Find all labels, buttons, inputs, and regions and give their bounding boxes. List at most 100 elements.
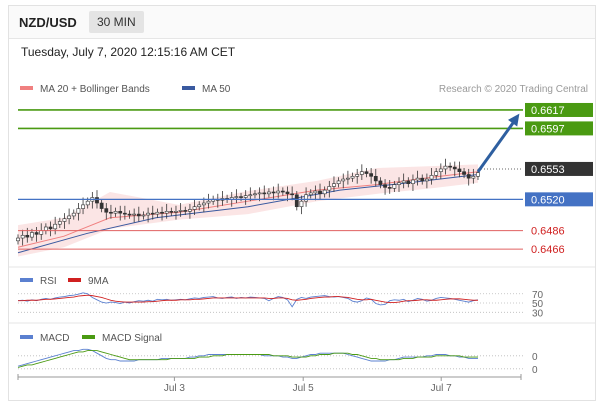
candle-body — [99, 202, 104, 209]
candle-body — [285, 191, 290, 195]
candle-body — [448, 165, 453, 168]
candle-body — [257, 192, 262, 195]
price-panel: MA 20 + Bollinger Bands MA 50 Research © 2… — [9, 84, 595, 268]
macd-legend-label-0: MACD — [40, 333, 69, 344]
x-tick-label-2: Jul 7 — [431, 383, 453, 394]
macd-legend-label-1: MACD Signal — [102, 333, 162, 344]
x-axis: Jul 3 Jul 5 Jul 7 — [17, 374, 522, 394]
candle-body — [271, 191, 276, 194]
candle-body — [308, 192, 313, 196]
candle-body — [53, 223, 58, 230]
forecast-arrow-shaft — [476, 118, 517, 173]
candle-body — [415, 177, 420, 181]
candle-body — [136, 213, 141, 217]
rsi-ma-line — [18, 294, 478, 304]
resistance-label-1: 0.6597 — [531, 123, 565, 135]
candle-body — [178, 210, 183, 212]
candle-body — [369, 173, 374, 177]
candle-body — [364, 171, 369, 174]
candle-body — [201, 202, 206, 206]
legend-label-1: MA 50 — [202, 84, 231, 95]
candle-body — [383, 184, 387, 188]
pivot-tag — [525, 192, 593, 207]
candle-body — [267, 191, 271, 195]
candle-body — [341, 178, 346, 182]
candle-body — [160, 211, 164, 214]
candle-body — [243, 195, 248, 198]
currency-pair-title: NZD/USD — [19, 15, 77, 30]
candle-body — [76, 208, 81, 214]
candle-body — [420, 177, 425, 182]
candle-body — [169, 211, 174, 213]
rsi-level-label-1: 50 — [532, 299, 544, 310]
candle-body — [332, 183, 336, 187]
x-tick-label-0: Jul 3 — [164, 383, 186, 394]
candle-body — [294, 194, 299, 208]
candle-body — [155, 211, 160, 215]
candle-body — [276, 190, 281, 194]
candle-body — [234, 196, 239, 198]
chart-credit: Research © 2020 Trading Central — [439, 84, 588, 95]
candle-body — [81, 204, 85, 209]
rsi-legend-swatch-1 — [68, 278, 81, 282]
candle-body — [164, 211, 169, 214]
resistance-tag-1 — [525, 121, 593, 136]
candle-body — [411, 179, 415, 184]
candle-body — [424, 178, 429, 182]
legend-label-0: MA 20 + Bollinger Bands — [40, 84, 150, 95]
candle-body — [345, 177, 350, 180]
forecast-arrow-head — [507, 113, 520, 127]
resistance-tag-0 — [525, 102, 593, 117]
candle-body — [62, 218, 67, 222]
chart-datetime: Tuesday, July 7, 2020 12:15:16 AM CET — [21, 45, 236, 59]
candle-body — [183, 210, 188, 212]
candle-body — [318, 190, 322, 195]
candle-body — [355, 174, 360, 177]
rsi-level-label-2: 30 — [532, 308, 544, 319]
candle-body — [118, 211, 123, 214]
last-price-tag — [525, 161, 593, 176]
candle-body — [322, 189, 327, 195]
candle-body — [39, 230, 44, 235]
candle-body — [378, 180, 383, 185]
candle-body — [327, 186, 332, 191]
rsi-legend-swatch-0 — [20, 278, 33, 282]
candle-body — [471, 176, 476, 179]
candle-body — [25, 234, 30, 238]
candle-body — [150, 212, 155, 215]
rsi-line — [17, 292, 479, 308]
last-price-label: 0.6553 — [531, 164, 565, 176]
candle-body — [127, 213, 132, 216]
support-label-4: 0.6486 — [531, 226, 565, 238]
rsi-level-label-0: 70 — [532, 290, 544, 301]
candle-body — [206, 200, 211, 204]
candle-body — [313, 190, 318, 194]
candle-body — [192, 206, 197, 210]
ma20-line — [17, 171, 479, 248]
x-tick-label-1: Jul 5 — [293, 383, 315, 394]
candle-body — [406, 180, 411, 184]
support-label-5: 0.6466 — [531, 244, 565, 256]
macd-line — [17, 348, 478, 367]
candle-body — [443, 165, 448, 170]
candle-body — [387, 187, 392, 189]
candle-body — [30, 232, 34, 238]
candle-body — [466, 174, 471, 179]
rsi-legend-label-1: 9MA — [88, 276, 109, 287]
candle-body — [336, 180, 341, 184]
candle-body — [113, 211, 118, 214]
candle-body — [438, 168, 443, 173]
bollinger-band — [18, 164, 478, 257]
timeframe-badge[interactable]: 30 MIN — [89, 11, 144, 33]
candle-body — [299, 200, 304, 208]
candle-body — [48, 226, 53, 230]
candle-body — [188, 209, 192, 212]
candle-body — [174, 211, 178, 213]
candle-body — [122, 212, 127, 215]
candle-body — [43, 226, 48, 231]
candle-body — [16, 237, 20, 242]
candle-body — [434, 171, 439, 176]
macd-level-label-0: 0 — [532, 352, 538, 363]
